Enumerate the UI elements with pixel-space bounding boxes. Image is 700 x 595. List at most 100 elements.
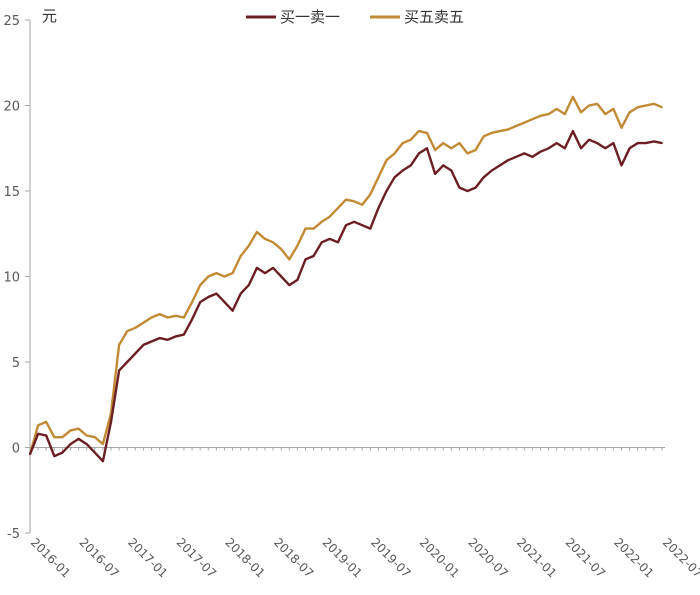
y-tick-label: 10: [3, 271, 20, 286]
data-point-0: [166, 338, 169, 341]
data-point-1: [385, 159, 388, 162]
x-tick-label: 2022-01: [611, 535, 656, 580]
data-point-0: [77, 438, 80, 440]
data-point-0: [37, 432, 39, 435]
data-point-1: [515, 125, 518, 127]
data-point-0: [523, 152, 526, 155]
data-point-0: [580, 147, 582, 150]
data-point-1: [450, 147, 453, 150]
x-tick-label: 2016-01: [28, 535, 73, 580]
data-point-0: [450, 169, 453, 172]
data-point-1: [337, 207, 339, 210]
data-point-1: [256, 231, 258, 233]
data-point-0: [636, 142, 639, 145]
x-tick-label: 2019-01: [320, 535, 365, 580]
data-point-0: [661, 142, 663, 145]
data-point-1: [539, 114, 542, 117]
data-point-0: [102, 460, 104, 463]
data-point-0: [110, 421, 112, 423]
data-point-1: [328, 215, 331, 218]
y-unit-label: 元: [42, 7, 57, 25]
data-point-0: [572, 130, 574, 133]
data-point-0: [434, 173, 436, 175]
data-point-0: [320, 241, 323, 244]
data-point-0: [547, 147, 550, 150]
x-tick-label: 2018-07: [271, 535, 316, 580]
data-point-1: [434, 149, 436, 151]
data-point-1: [612, 108, 615, 110]
data-point-1: [418, 130, 420, 133]
data-point-0: [507, 159, 509, 162]
x-tick-label: 2017-07: [174, 535, 219, 580]
data-point-1: [523, 121, 526, 124]
data-point-1: [588, 104, 590, 107]
data-point-0: [247, 284, 250, 286]
data-point-0: [474, 186, 477, 189]
data-point-1: [102, 443, 104, 445]
data-point-1: [369, 193, 372, 196]
data-point-0: [207, 296, 210, 298]
data-point-1: [507, 128, 509, 131]
data-point-1: [191, 301, 194, 303]
data-point-0: [304, 258, 307, 261]
y-tick-label: 5: [12, 356, 20, 371]
data-point-0: [134, 352, 137, 355]
data-point-1: [490, 132, 493, 134]
series-line-1: [28, 95, 663, 455]
data-point-0: [158, 337, 161, 339]
data-point-0: [150, 340, 153, 343]
data-point-1: [85, 434, 88, 437]
data-point-0: [183, 333, 185, 336]
data-point-1: [361, 203, 364, 206]
data-point-1: [183, 316, 185, 319]
data-point-1: [499, 130, 501, 133]
data-point-1: [53, 436, 56, 439]
data-point-1: [547, 113, 550, 115]
data-point-0: [337, 241, 339, 244]
data-point-1: [264, 238, 266, 240]
data-point-0: [401, 169, 404, 172]
data-point-1: [45, 421, 48, 423]
data-point-0: [426, 147, 428, 150]
data-point-1: [644, 104, 647, 107]
data-point-0: [280, 275, 283, 278]
data-point-1: [93, 436, 96, 439]
data-point-1: [572, 96, 574, 98]
data-point-1: [231, 272, 234, 274]
data-point-0: [118, 369, 120, 372]
data-point-0: [377, 207, 380, 210]
data-point-1: [247, 244, 250, 247]
data-point-1: [296, 244, 299, 247]
data-point-0: [482, 176, 485, 179]
data-point-0: [539, 150, 542, 153]
data-point-1: [628, 111, 631, 114]
data-point-0: [288, 284, 291, 286]
data-point-0: [555, 142, 558, 145]
data-point-0: [272, 267, 274, 269]
x-tick-label: 2020-07: [465, 535, 510, 580]
x-axis: 2016-01 2016-07 2017-01 2017-07 2018-01 2018-…: [28, 447, 700, 581]
data-point-0: [466, 190, 469, 192]
data-point-1: [174, 314, 177, 317]
legend: 买一卖一 买五卖五: [246, 8, 464, 26]
data-point-1: [377, 176, 380, 179]
data-point-0: [239, 292, 242, 295]
data-point-0: [328, 238, 331, 240]
data-point-1: [126, 330, 129, 333]
data-point-0: [563, 147, 566, 150]
data-point-1: [482, 135, 485, 138]
series-layer: [28, 95, 663, 463]
data-point-1: [199, 284, 202, 286]
data-point-1: [304, 227, 307, 230]
data-point-0: [393, 176, 396, 179]
legend-label: 买一卖一: [280, 8, 340, 26]
data-point-0: [45, 434, 48, 437]
data-point-1: [288, 258, 291, 261]
data-point-0: [215, 292, 218, 295]
y-axis: -5 0 5 10 15 20 25: [3, 14, 31, 542]
data-point-1: [280, 248, 283, 251]
data-point-1: [661, 106, 663, 109]
data-point-1: [77, 427, 80, 430]
data-point-0: [596, 142, 599, 145]
legend-label: 买五卖五: [404, 8, 464, 26]
